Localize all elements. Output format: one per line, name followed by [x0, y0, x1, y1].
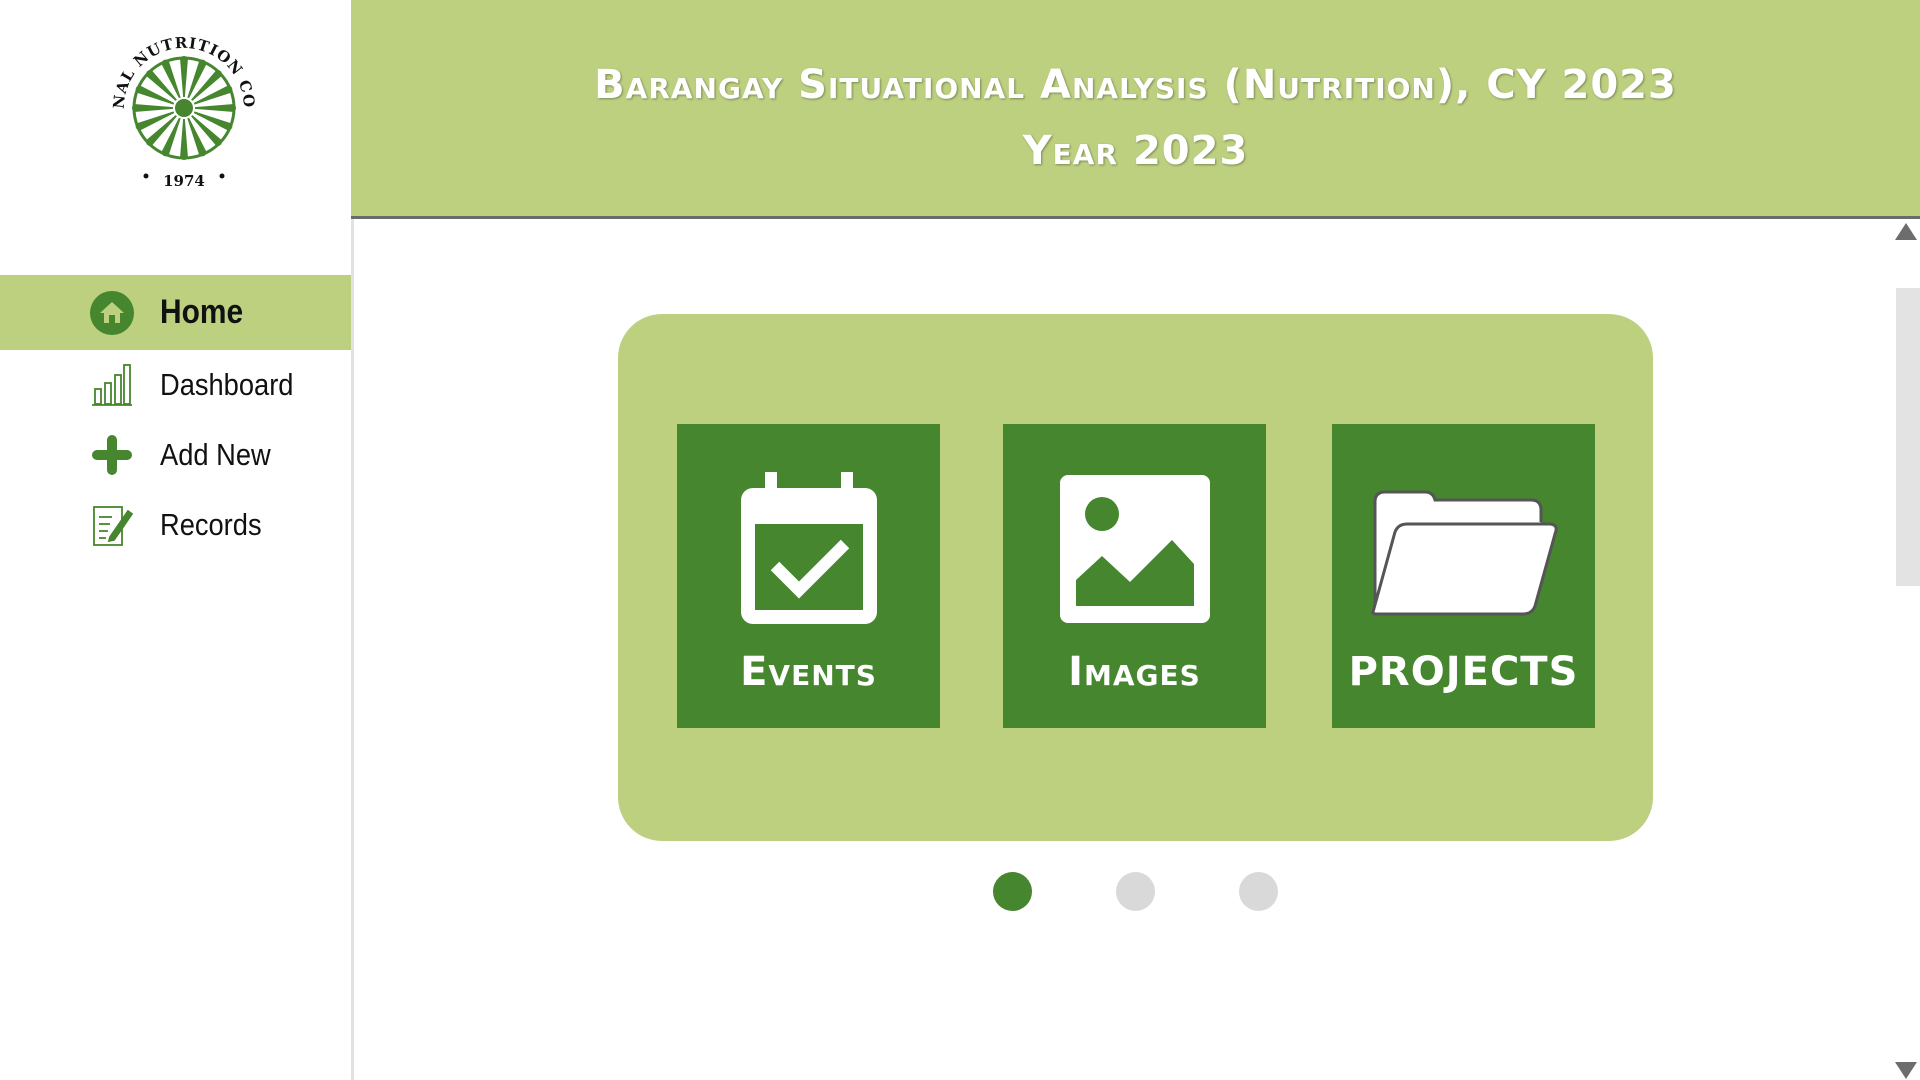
sidebar-item-label: Dashboard	[160, 367, 294, 402]
calendar-check-icon	[677, 472, 940, 624]
national-nutrition-council-logo: NATIONAL NUTRITION COUNCIL 1974	[93, 10, 268, 192]
page-header: Barangay Situational Analysis (Nutrition…	[351, 0, 1920, 219]
bar-chart-icon	[88, 361, 136, 409]
carousel-dot-2[interactable]	[1116, 872, 1155, 911]
scroll-down-arrow[interactable]	[1895, 1062, 1917, 1079]
sidebar-item-dashboard[interactable]: Dashboard	[0, 350, 351, 420]
tile-label: PROJECTS	[1348, 649, 1579, 695]
plus-icon	[88, 431, 136, 479]
events-tile[interactable]: Events	[677, 424, 940, 728]
sidebar-nav: Home Dashboard Add New	[0, 275, 351, 560]
sidebar-item-add-new[interactable]: Add New	[0, 420, 351, 490]
document-edit-icon	[88, 501, 136, 549]
scroll-up-arrow[interactable]	[1895, 223, 1917, 240]
carousel-dot-1[interactable]	[993, 872, 1032, 911]
home-icon	[88, 289, 136, 337]
sidebar-item-label: Records	[160, 507, 262, 542]
page-title: Barangay Situational Analysis (Nutrition…	[594, 62, 1677, 108]
tile-label: Events	[740, 649, 877, 695]
page-subtitle: Year 2023	[1022, 128, 1249, 174]
carousel-panel: Events Images PROJECTS	[618, 314, 1653, 841]
carousel-dot-3[interactable]	[1239, 872, 1278, 911]
sidebar-item-records[interactable]: Records	[0, 490, 351, 560]
sidebar-item-home[interactable]: Home	[0, 275, 351, 350]
folder-open-icon	[1332, 472, 1595, 624]
tile-label: Images	[1068, 649, 1201, 695]
projects-tile[interactable]: PROJECTS	[1332, 424, 1595, 728]
svg-text:1974: 1974	[163, 172, 205, 190]
images-tile[interactable]: Images	[1003, 424, 1266, 728]
image-icon	[1003, 472, 1266, 624]
sidebar: NATIONAL NUTRITION COUNCIL 1974 Home	[0, 0, 354, 1080]
scrollbar-thumb[interactable]	[1896, 288, 1920, 586]
sidebar-item-label: Home	[160, 293, 244, 331]
sidebar-item-label: Add New	[160, 437, 271, 472]
